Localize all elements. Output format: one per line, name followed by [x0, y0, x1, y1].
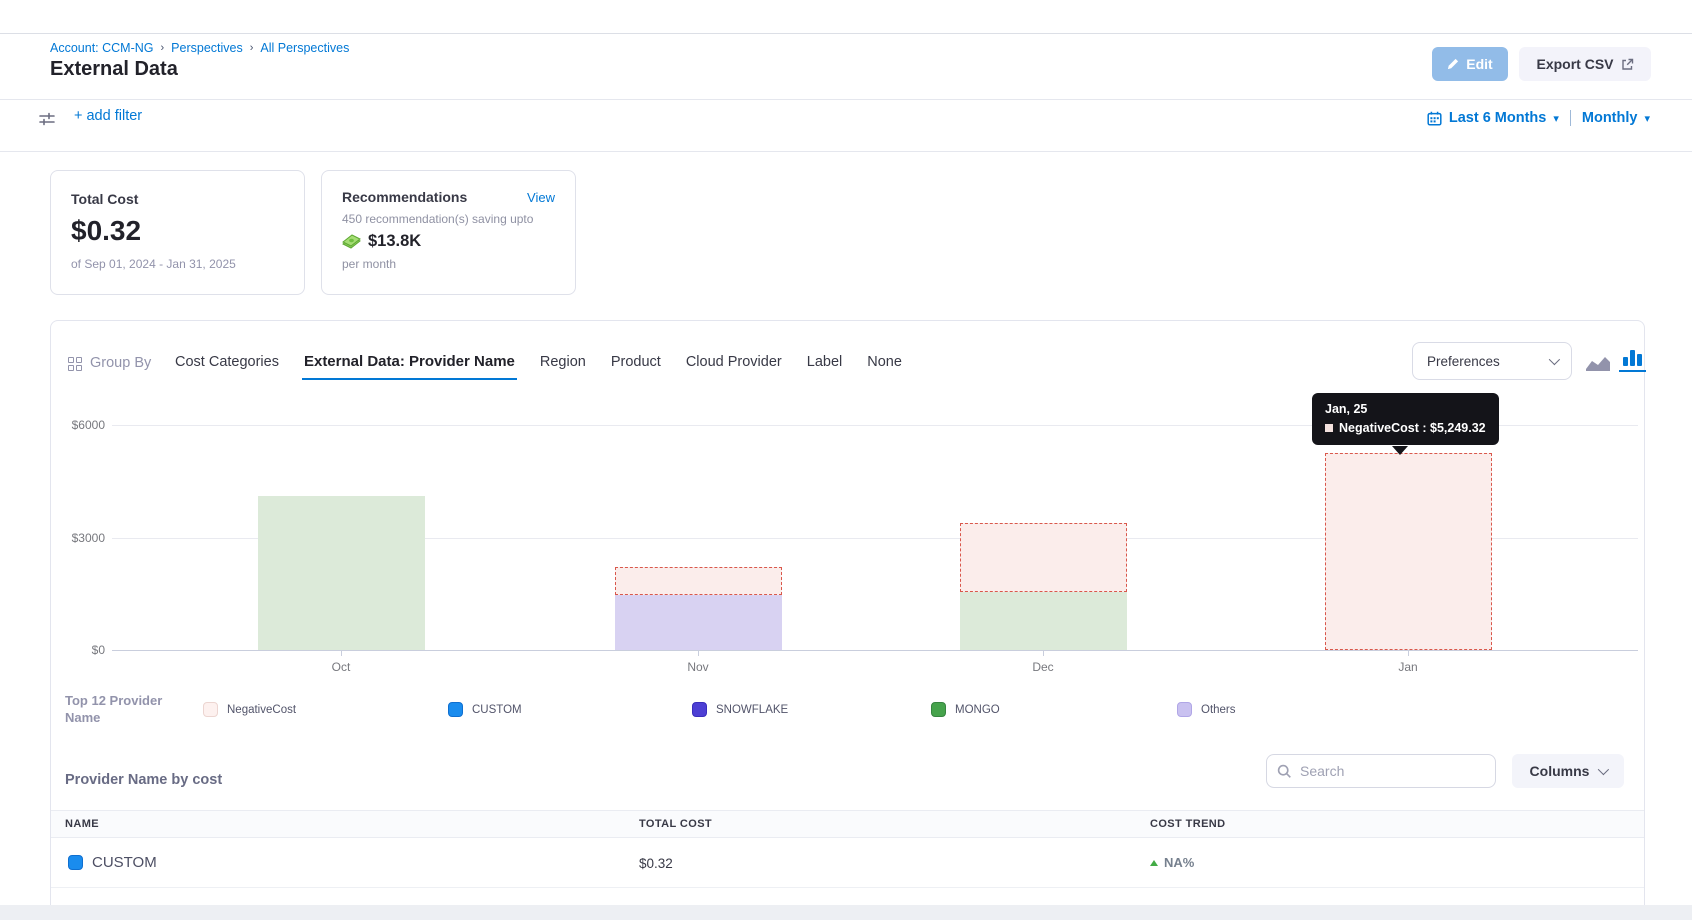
tooltip-title: Jan, 25: [1325, 402, 1486, 416]
bar-segment-others-nov[interactable]: [615, 595, 782, 650]
perspective-page: Account: CCM-NG › Perspectives › All Per…: [0, 0, 1692, 920]
bar-segment-negativecost-dec[interactable]: [960, 523, 1127, 592]
x-axis-label: Oct: [301, 660, 381, 674]
stacked-bar-chart: Oct Nov Dec Jan: [0, 0, 1692, 920]
chart-tooltip: Jan, 25 NegativeCost : $5,249.32: [1312, 393, 1499, 445]
bar-segment-mongo-dec[interactable]: [960, 592, 1127, 650]
tooltip-value: NegativeCost : $5,249.32: [1339, 421, 1486, 435]
bar-segment-mongo-oct[interactable]: [258, 496, 425, 650]
tooltip-arrow: [1392, 446, 1408, 455]
bar-segment-negativecost-jan[interactable]: [1325, 453, 1492, 650]
bar-segment-negativecost-nov[interactable]: [615, 567, 782, 596]
x-axis-label: Nov: [658, 660, 738, 674]
x-axis-label: Jan: [1368, 660, 1448, 674]
x-axis-label: Dec: [1003, 660, 1083, 674]
tooltip-marker: [1325, 424, 1333, 432]
x-axis-line: [112, 650, 1638, 651]
